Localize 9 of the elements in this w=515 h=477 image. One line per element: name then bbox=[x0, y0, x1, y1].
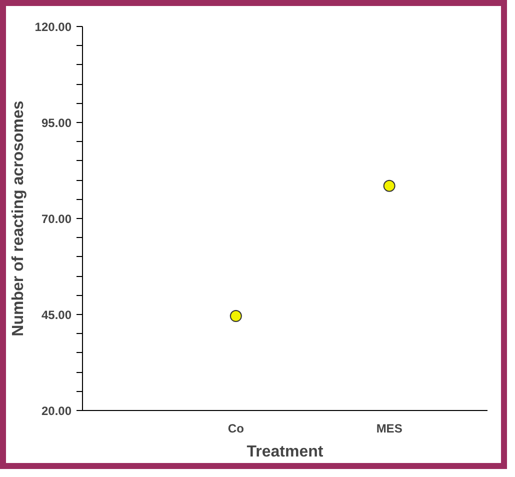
y-tick-label: 95.00 bbox=[41, 116, 72, 130]
x-axis-title: Treatment bbox=[246, 444, 324, 460]
y-tick-label: 70.00 bbox=[41, 212, 72, 226]
y-tick-label: 120.00 bbox=[34, 20, 72, 34]
y-axis-title: Number of reacting acrosomes bbox=[10, 100, 27, 336]
x-tick-label: Co bbox=[228, 422, 244, 436]
x-tick-label: MES bbox=[376, 422, 402, 436]
y-tick-label: 45.00 bbox=[41, 308, 72, 322]
y-tick-label: 20.00 bbox=[41, 404, 72, 418]
